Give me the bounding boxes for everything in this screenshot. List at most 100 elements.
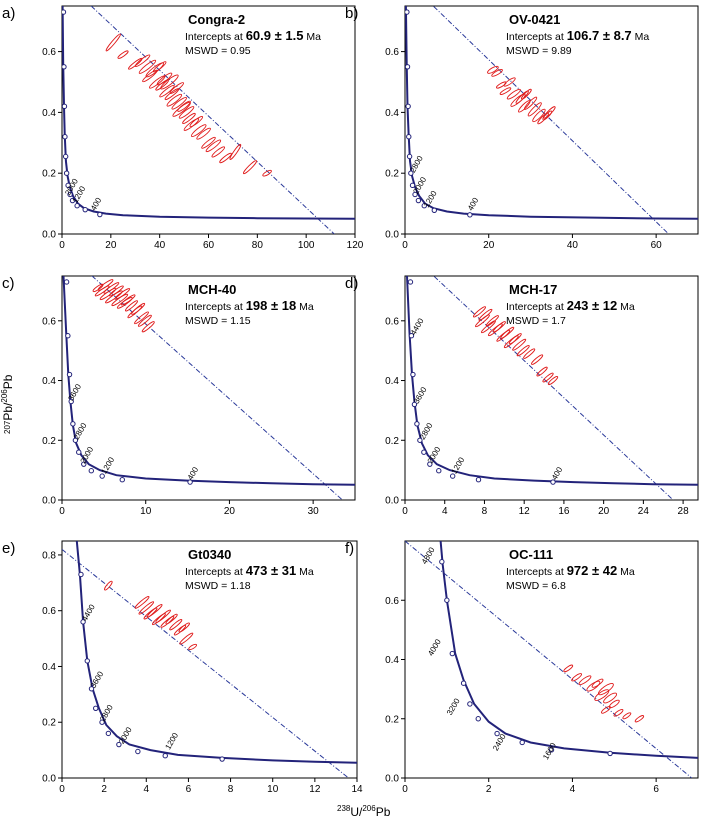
concordia-age-marker (69, 197, 76, 204)
data-ellipse (491, 69, 503, 77)
x-tick-label: 24 (638, 506, 650, 517)
y-tick-label: 0.6 (42, 606, 56, 617)
discordia-line (433, 276, 674, 500)
data-ellipse (608, 699, 620, 709)
data-ellipse (109, 285, 124, 297)
concordia-age-marker (607, 750, 613, 757)
x-tick-label: 60 (651, 240, 663, 251)
data-ellipse (155, 609, 171, 623)
intercept-unit: Ma (296, 301, 314, 313)
intercept-text: Intercepts at 243 ± 12 Ma (506, 298, 635, 313)
concordia-age-marker (444, 597, 450, 603)
y-axis-label-base2: Pb (1, 374, 15, 389)
age-label: 2800 (98, 703, 115, 723)
data-ellipse (485, 315, 499, 327)
age-label: 2400 (491, 732, 508, 752)
y-tick-label: 0.0 (385, 230, 399, 241)
data-ellipse (159, 84, 175, 98)
y-axis-label-sup2: 206 (0, 389, 9, 403)
age-label: 4000 (426, 637, 443, 657)
concordia-age-marker (414, 421, 420, 427)
data-ellipse (586, 680, 601, 692)
x-tick-label: 8 (228, 784, 234, 795)
data-ellipse (527, 102, 542, 117)
intercept-prefix: Intercepts at (506, 31, 567, 43)
concordia-age-marker (475, 716, 481, 722)
data-ellipse (242, 160, 258, 175)
data-ellipse (523, 348, 536, 359)
age-label: 3600 (89, 669, 106, 689)
concordia-age-marker (99, 719, 105, 725)
data-ellipse (613, 708, 624, 717)
y-tick-label: 0.4 (42, 108, 56, 119)
age-label: 400 (466, 196, 481, 213)
data-ellipse (500, 326, 515, 339)
data-ellipse (146, 604, 163, 618)
concordia-age-marker (550, 479, 556, 485)
data-ellipse (597, 683, 614, 696)
concordia-age-marker (80, 619, 86, 625)
age-label: 400 (89, 196, 104, 213)
intercept-text: Intercepts at 106.7 ± 8.7 Ma (506, 28, 649, 43)
x-axis-label-sup2: 206 (362, 804, 376, 813)
concordia-age-marker (70, 421, 76, 427)
data-ellipse (531, 354, 544, 365)
concordia-age-marker (405, 64, 411, 70)
concordia-age-marker (105, 730, 112, 737)
data-ellipse (496, 81, 507, 89)
panel-label: b) (345, 5, 358, 22)
data-ellipse (536, 366, 548, 377)
age-label: 2000 (426, 445, 443, 465)
data-ellipse (178, 106, 195, 119)
mswd-text: MSWD = 0.95 (185, 45, 251, 57)
x-tick-label: 0 (402, 240, 408, 251)
concordia-age-marker (449, 650, 455, 657)
concordia-age-marker (436, 468, 442, 474)
sample-name: OC-111 (509, 547, 553, 562)
data-ellipse (211, 146, 226, 158)
concordia-curve (62, 276, 355, 486)
data-ellipse (492, 321, 506, 333)
age-label: 400 (186, 465, 201, 482)
data-ellipse (571, 673, 583, 682)
sample-name: MCH-17 (509, 282, 557, 297)
concordia-age-marker (467, 212, 473, 218)
x-tick-label: 20 (224, 506, 236, 517)
intercept-text: Intercepts at 473 ± 31 Ma (185, 563, 314, 578)
data-ellipse (481, 320, 496, 334)
concordia-age-marker (408, 333, 415, 339)
data-ellipse (117, 50, 129, 59)
concordia-age-marker (162, 752, 168, 759)
data-ellipse (182, 112, 196, 124)
x-tick-label: 20 (483, 240, 495, 251)
x-axis-label: 238U/206Pb (337, 804, 391, 819)
y-tick-label: 0.6 (385, 316, 399, 327)
concordia-age-marker (63, 170, 70, 176)
x-tick-label: 10 (140, 506, 152, 517)
concordia-age-marker (219, 756, 225, 762)
data-ellipse (134, 596, 150, 609)
concordia-curve (75, 541, 357, 764)
chart-panel-4: 0 4 8 12 16 20 24 28 0.0 0.2 0.4 0.6 d) 4400 3600 2800 2… (345, 275, 699, 517)
age-label: 1200 (99, 455, 116, 475)
x-axis-label-base1: U/ (350, 805, 363, 819)
concordia-age-marker (67, 191, 73, 198)
age-label: 2000 (117, 725, 134, 745)
data-ellipse (166, 93, 183, 107)
data-ellipse (178, 622, 190, 633)
x-tick-label: 8 (482, 506, 488, 517)
data-ellipse (169, 619, 183, 631)
plot-frame (61, 275, 356, 501)
concordia-age-marker (68, 398, 74, 405)
age-label: 2800 (418, 421, 435, 441)
panel-label: e) (2, 540, 15, 557)
sample-name: MCH-40 (188, 282, 236, 297)
x-tick-label: 60 (203, 240, 215, 251)
age-label: 2000 (411, 175, 428, 195)
intercept-unit: Ma (617, 301, 635, 313)
y-tick-label: 0.0 (42, 774, 56, 785)
x-tick-label: 12 (519, 506, 531, 517)
intercept-text: Intercepts at 60.9 ± 1.5 Ma (185, 28, 321, 43)
